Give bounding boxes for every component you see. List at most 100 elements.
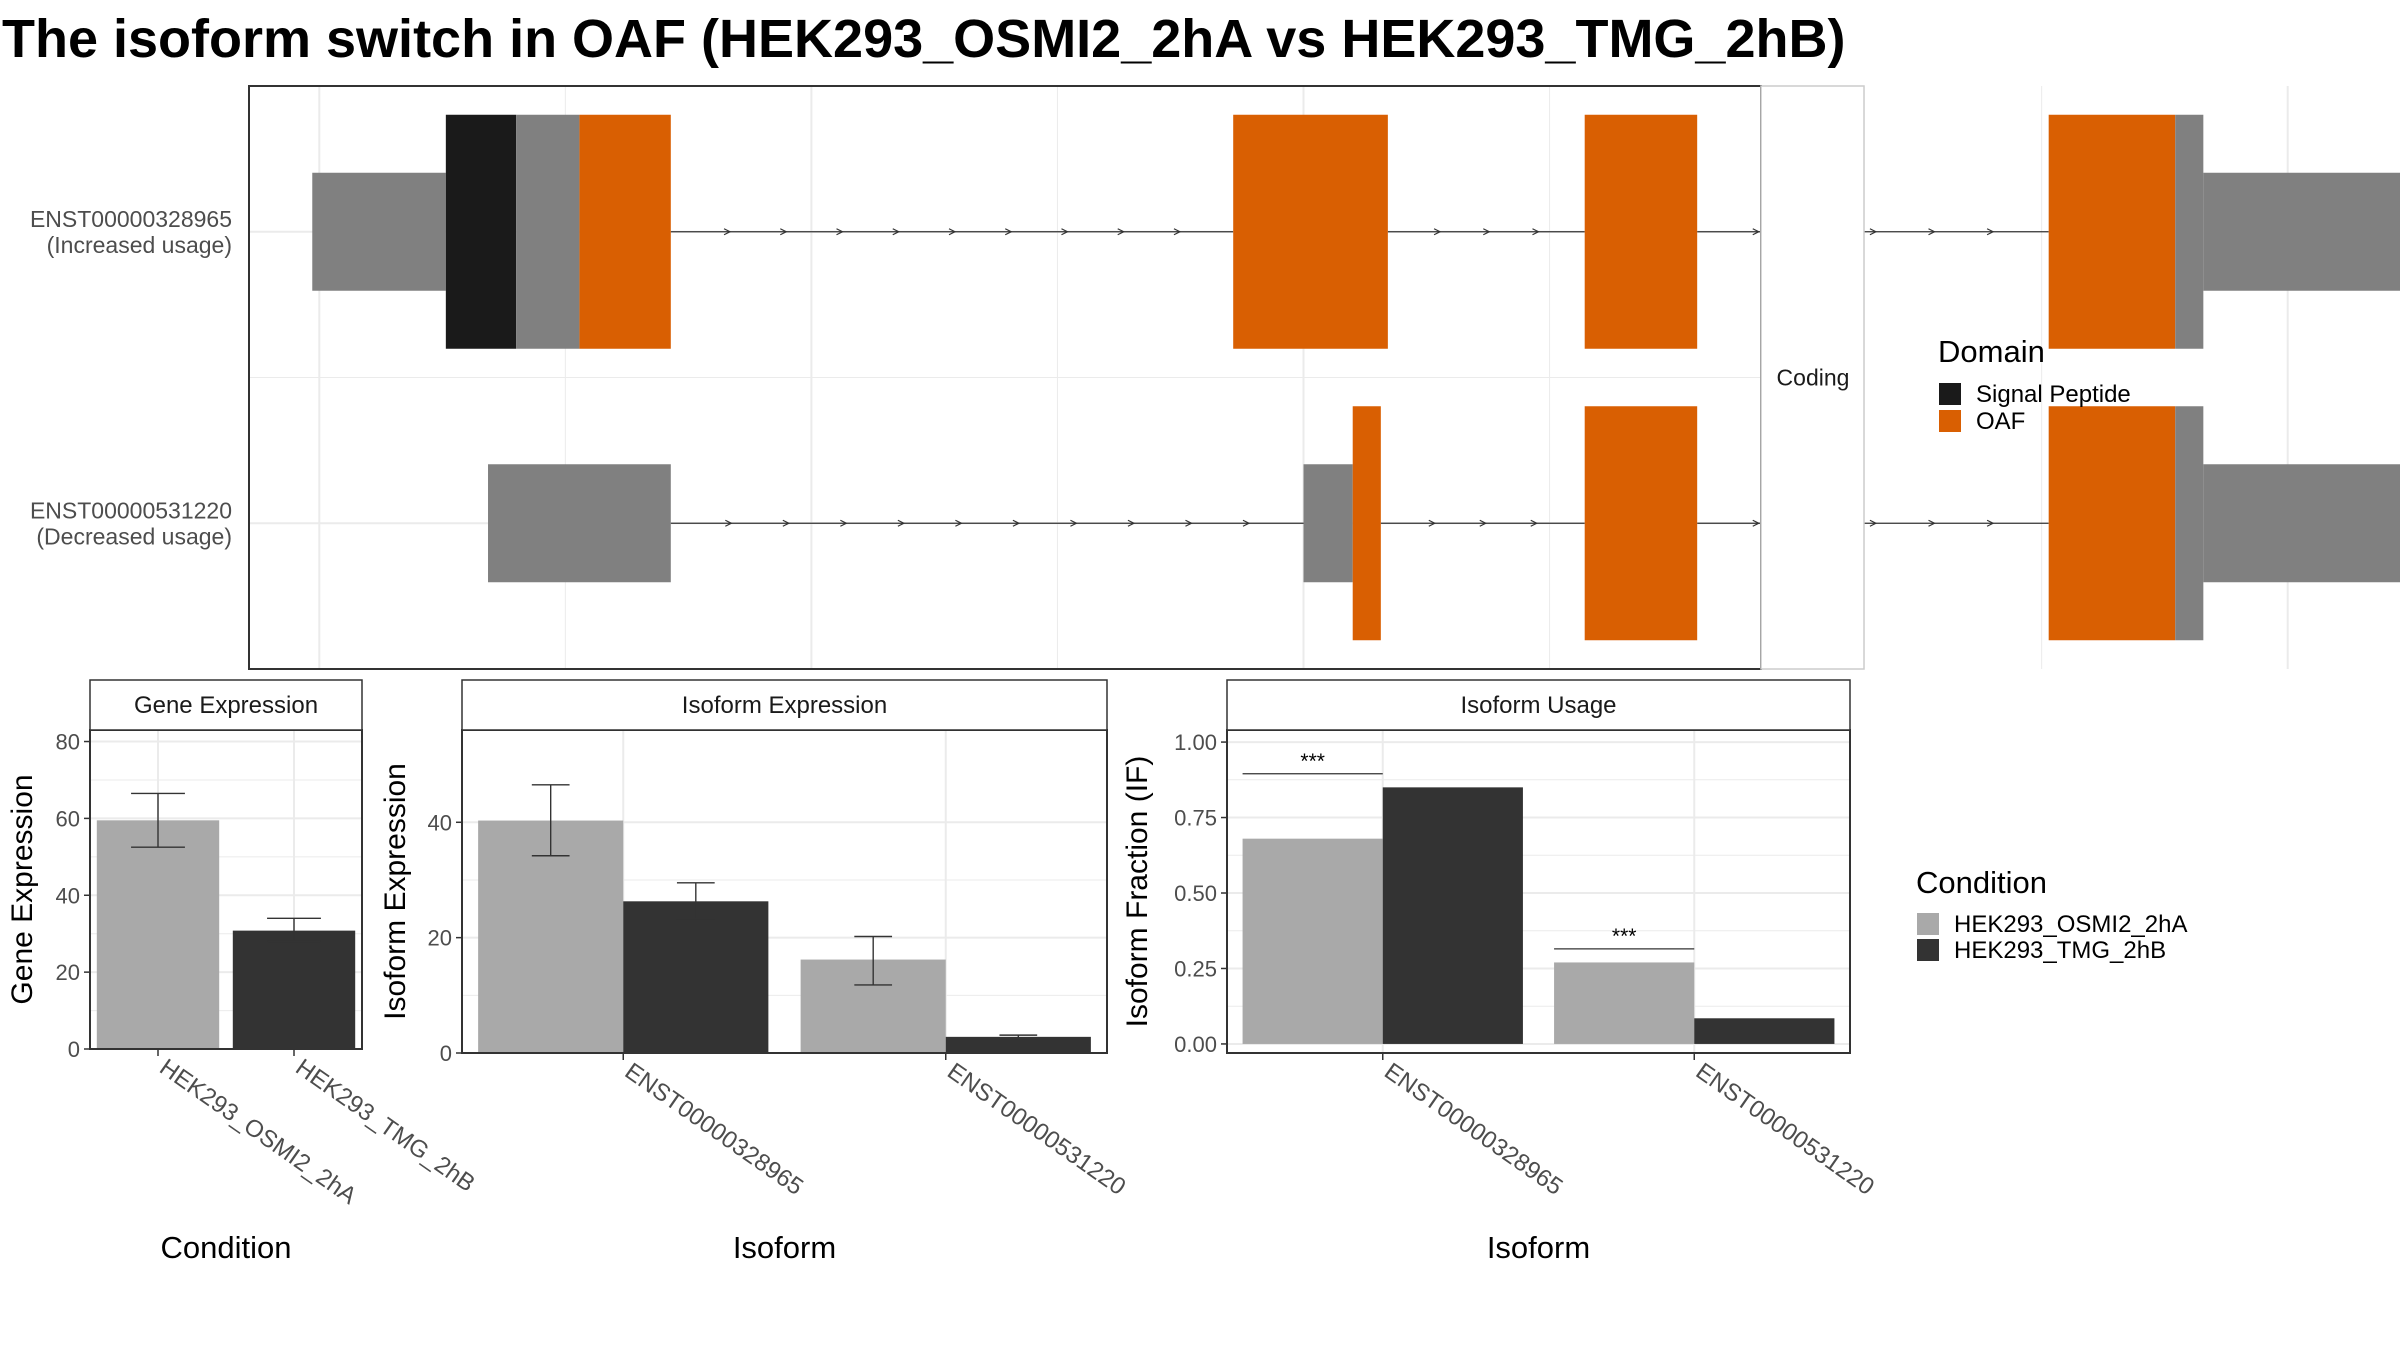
x-axis-title: Isoform [733,1230,836,1265]
intron-arrow [948,228,957,236]
intron-arrow [1070,519,1078,527]
legend-title-domain: Domain [1938,334,2045,369]
transcript-usage-label: (Increased usage) [47,232,232,258]
y-tick-label: 80 [56,730,80,755]
chart-title: The isoform switch in OAF (HEK293_OSMI2_… [2,9,1846,69]
facet-label-coding: Coding [1777,365,1850,391]
exon-utr [1303,464,1353,583]
exon-oaf [1584,406,1698,641]
x-tick-label: ENST00000328965 [620,1058,808,1201]
transcript-structure-panel: ENST00000328965(Increased usage) ENST0000… [30,85,2400,670]
intron-arrow [1986,519,1995,527]
intron-arrow [782,519,791,527]
significance-label: *** [1300,750,1325,773]
intron-arrow [1483,228,1491,236]
legend-label: Signal Peptide [1976,381,2131,408]
intron-arrow [1479,519,1488,527]
intron-arrow [897,519,906,527]
intron-arrow [1928,519,1936,527]
intron-arrow [1928,228,1936,236]
y-tick-label: 0.50 [1174,881,1217,906]
bar [96,820,220,1049]
exon-utr [2203,464,2400,583]
bar [1554,962,1695,1044]
transcript-id-label: ENST00000328965 [30,206,232,232]
y-tick-label: 0.00 [1174,1032,1217,1057]
y-tick-label: 0 [440,1041,452,1066]
intron-arrow [723,228,732,236]
intron-arrow [1530,519,1539,527]
y-tick-label: 1.00 [1174,730,1217,755]
facet-label: Isoform Expression [682,692,887,719]
significance-label: *** [1612,925,1637,948]
intron-arrow [1433,228,1442,236]
y-tick-label: 40 [56,883,80,908]
intron-arrow [1004,228,1013,236]
bar [1694,1018,1835,1044]
y-tick-label: 0.25 [1174,956,1217,981]
intron-arrow [1127,519,1136,527]
x-axis-title: Condition [161,1230,292,1265]
facet-strip [461,679,1108,731]
intron-arrow [1173,228,1182,236]
intron-arrow [955,519,963,527]
transcript-usage-label: (Decreased usage) [36,523,232,549]
exon-cds [2175,406,2204,641]
exon-cds [516,114,580,349]
bar [478,820,624,1053]
y-tick-label: 20 [56,960,80,985]
intron-arrow [1428,519,1437,527]
y-tick-label: 20 [428,926,452,951]
legend-key [1917,939,1939,961]
x-tick-label: ENST00000531220 [1691,1058,1879,1201]
x-tick-label: ENST00000531220 [942,1058,1130,1201]
transcript-id-label: ENST00000531220 [30,497,232,523]
y-axis-title: Isoform Expression [379,763,412,1020]
intron-arrow [1185,519,1193,527]
exon-oaf [1584,114,1698,349]
intron-arrow [1061,228,1069,236]
facet-strip [89,679,363,731]
exon-signal-peptide [445,114,517,349]
intron-arrow [1752,228,1761,236]
bar [945,1036,1091,1053]
exon-utr [488,464,671,583]
intron-arrow [892,228,901,236]
exon-utr [2203,172,2400,291]
facet-strip [1760,85,1865,670]
isoform-expression-panel: 0 20 40 Isoform Expression ENST00000328965 EN… [379,679,1131,1265]
intron-arrow [780,228,788,236]
intron-arrow [725,519,733,527]
isoform-usage-panel: 0.00 0.25 0.50 0.75 1.00 *** *** Isoform Usage E… [1121,679,1879,1265]
y-tick-label: 60 [56,806,80,831]
y-tick-label: 40 [428,810,452,835]
intron-arrow [1242,519,1251,527]
bar [1382,787,1523,1044]
intron-arrow [1986,228,1995,236]
exon-utr [312,172,446,291]
legend-label: HEK293_TMG_2hB [1954,937,2166,964]
bar [1242,838,1383,1044]
exon-oaf [1352,406,1381,641]
legend-label: HEK293_OSMI2_2hA [1954,911,2187,938]
intron-arrow [1869,519,1878,527]
facet-label: Isoform Usage [1460,692,1616,719]
intron-arrow [836,228,844,236]
exon-cds [2175,114,2204,349]
bar [623,901,769,1053]
bar [232,930,356,1049]
legend-key [1939,410,1961,432]
exon-oaf [2048,406,2176,641]
y-tick-label: 0.75 [1174,806,1217,831]
y-tick-label: 0 [68,1037,80,1062]
legend-title-condition: Condition [1916,865,2047,900]
facet-strip [1226,679,1851,731]
intron-arrow [1117,228,1126,236]
exon-oaf [1233,114,1388,349]
intron-arrow [1869,228,1878,236]
exon-oaf [2048,114,2176,349]
intron-arrow [1532,228,1540,236]
